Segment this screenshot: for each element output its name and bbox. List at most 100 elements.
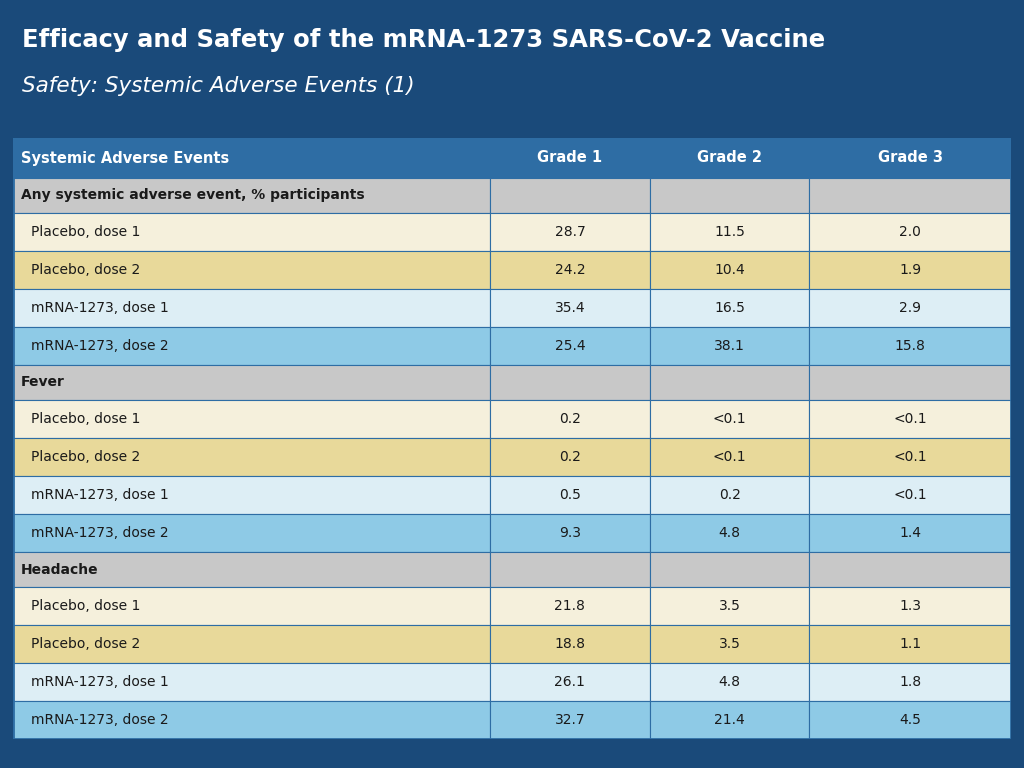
Bar [649, 663, 809, 701]
Text: 1.4: 1.4 [899, 526, 922, 540]
Text: <0.1: <0.1 [893, 488, 927, 502]
Bar [13, 701, 490, 739]
Bar [490, 251, 649, 289]
Bar [649, 178, 809, 213]
Text: 0.5: 0.5 [559, 488, 581, 502]
Bar [809, 138, 1011, 178]
Text: 3.5: 3.5 [719, 599, 740, 613]
Text: 32.7: 32.7 [555, 713, 585, 727]
Bar [490, 625, 649, 663]
Text: <0.1: <0.1 [893, 412, 927, 426]
Text: Headache: Headache [22, 562, 98, 577]
Bar [809, 663, 1011, 701]
Text: mRNA-1273, dose 2: mRNA-1273, dose 2 [31, 526, 169, 540]
Text: 28.7: 28.7 [555, 225, 586, 239]
Bar [809, 438, 1011, 476]
Bar [649, 514, 809, 552]
Text: 16.5: 16.5 [714, 301, 745, 315]
Text: Source: Baden LR, et al. N Engl J Med. 2020 Dec 30. DOI: 10.1056/NEJMoa2035389: Source: Baden LR, et al. N Engl J Med. 2… [23, 743, 601, 756]
Text: mRNA-1273, dose 2: mRNA-1273, dose 2 [31, 713, 169, 727]
Bar [13, 400, 490, 438]
Text: 2.0: 2.0 [899, 225, 922, 239]
Bar [13, 663, 490, 701]
Text: 11.5: 11.5 [714, 225, 745, 239]
Text: 4.8: 4.8 [719, 526, 740, 540]
Text: Grade 3: Grade 3 [878, 151, 943, 165]
Bar [649, 625, 809, 663]
Text: Any systemic adverse event, % participants: Any systemic adverse event, % participan… [22, 188, 365, 203]
Bar [490, 663, 649, 701]
Text: 24.2: 24.2 [555, 263, 585, 277]
Bar [13, 476, 490, 514]
Text: 26.1: 26.1 [554, 675, 586, 689]
Text: Safety: Systemic Adverse Events (1): Safety: Systemic Adverse Events (1) [22, 76, 415, 96]
Text: <0.1: <0.1 [713, 412, 746, 426]
Bar [809, 587, 1011, 625]
Bar [649, 476, 809, 514]
Text: mRNA-1273, dose 1: mRNA-1273, dose 1 [31, 488, 169, 502]
Bar [649, 587, 809, 625]
Bar [490, 365, 649, 400]
Bar [649, 438, 809, 476]
Text: Placebo, dose 1: Placebo, dose 1 [31, 599, 140, 613]
Text: 0.2: 0.2 [719, 488, 740, 502]
Bar [809, 625, 1011, 663]
Text: 3.5: 3.5 [719, 637, 740, 651]
Text: Placebo, dose 1: Placebo, dose 1 [31, 412, 140, 426]
Text: Grade 2: Grade 2 [697, 151, 762, 165]
Text: 4.8: 4.8 [719, 675, 740, 689]
Text: 1.8: 1.8 [899, 675, 922, 689]
Bar [13, 289, 490, 327]
Text: 0.2: 0.2 [559, 450, 581, 464]
Bar [809, 400, 1011, 438]
Text: 15.8: 15.8 [895, 339, 926, 353]
Bar [13, 438, 490, 476]
Bar [649, 327, 809, 365]
Bar [649, 701, 809, 739]
Bar [13, 178, 490, 213]
Bar [490, 327, 649, 365]
Bar [490, 213, 649, 251]
Text: Placebo, dose 2: Placebo, dose 2 [31, 450, 140, 464]
Bar [649, 138, 809, 178]
Text: mRNA-1273, dose 1: mRNA-1273, dose 1 [31, 301, 169, 315]
Bar [649, 251, 809, 289]
Text: mRNA-1273, dose 2: mRNA-1273, dose 2 [31, 339, 169, 353]
Text: Efficacy and Safety of the mRNA-1273 SARS-CoV-2 Vaccine: Efficacy and Safety of the mRNA-1273 SAR… [22, 28, 825, 52]
Bar [490, 552, 649, 587]
Bar [809, 327, 1011, 365]
Bar [649, 213, 809, 251]
Bar [13, 327, 490, 365]
Bar [809, 365, 1011, 400]
Bar [490, 514, 649, 552]
Bar [13, 514, 490, 552]
Bar [490, 138, 649, 178]
Bar [809, 514, 1011, 552]
Bar [490, 476, 649, 514]
Bar [490, 438, 649, 476]
Text: 38.1: 38.1 [714, 339, 745, 353]
Text: Fever: Fever [22, 376, 65, 389]
Text: Placebo, dose 2: Placebo, dose 2 [31, 263, 140, 277]
Bar [649, 289, 809, 327]
Text: 21.8: 21.8 [554, 599, 586, 613]
Text: 4.5: 4.5 [899, 713, 922, 727]
Text: 1.3: 1.3 [899, 599, 922, 613]
Bar [13, 138, 490, 178]
Bar [809, 213, 1011, 251]
Bar [809, 289, 1011, 327]
Text: 10.4: 10.4 [714, 263, 744, 277]
Text: 18.8: 18.8 [554, 637, 586, 651]
Text: <0.1: <0.1 [713, 450, 746, 464]
Bar [13, 587, 490, 625]
Text: Systemic Adverse Events: Systemic Adverse Events [22, 151, 229, 165]
Bar [649, 365, 809, 400]
Bar [809, 552, 1011, 587]
Text: 2.9: 2.9 [899, 301, 922, 315]
Bar [13, 213, 490, 251]
Bar [490, 400, 649, 438]
Bar [13, 365, 490, 400]
Bar [809, 701, 1011, 739]
Bar [649, 400, 809, 438]
Text: 21.4: 21.4 [714, 713, 744, 727]
